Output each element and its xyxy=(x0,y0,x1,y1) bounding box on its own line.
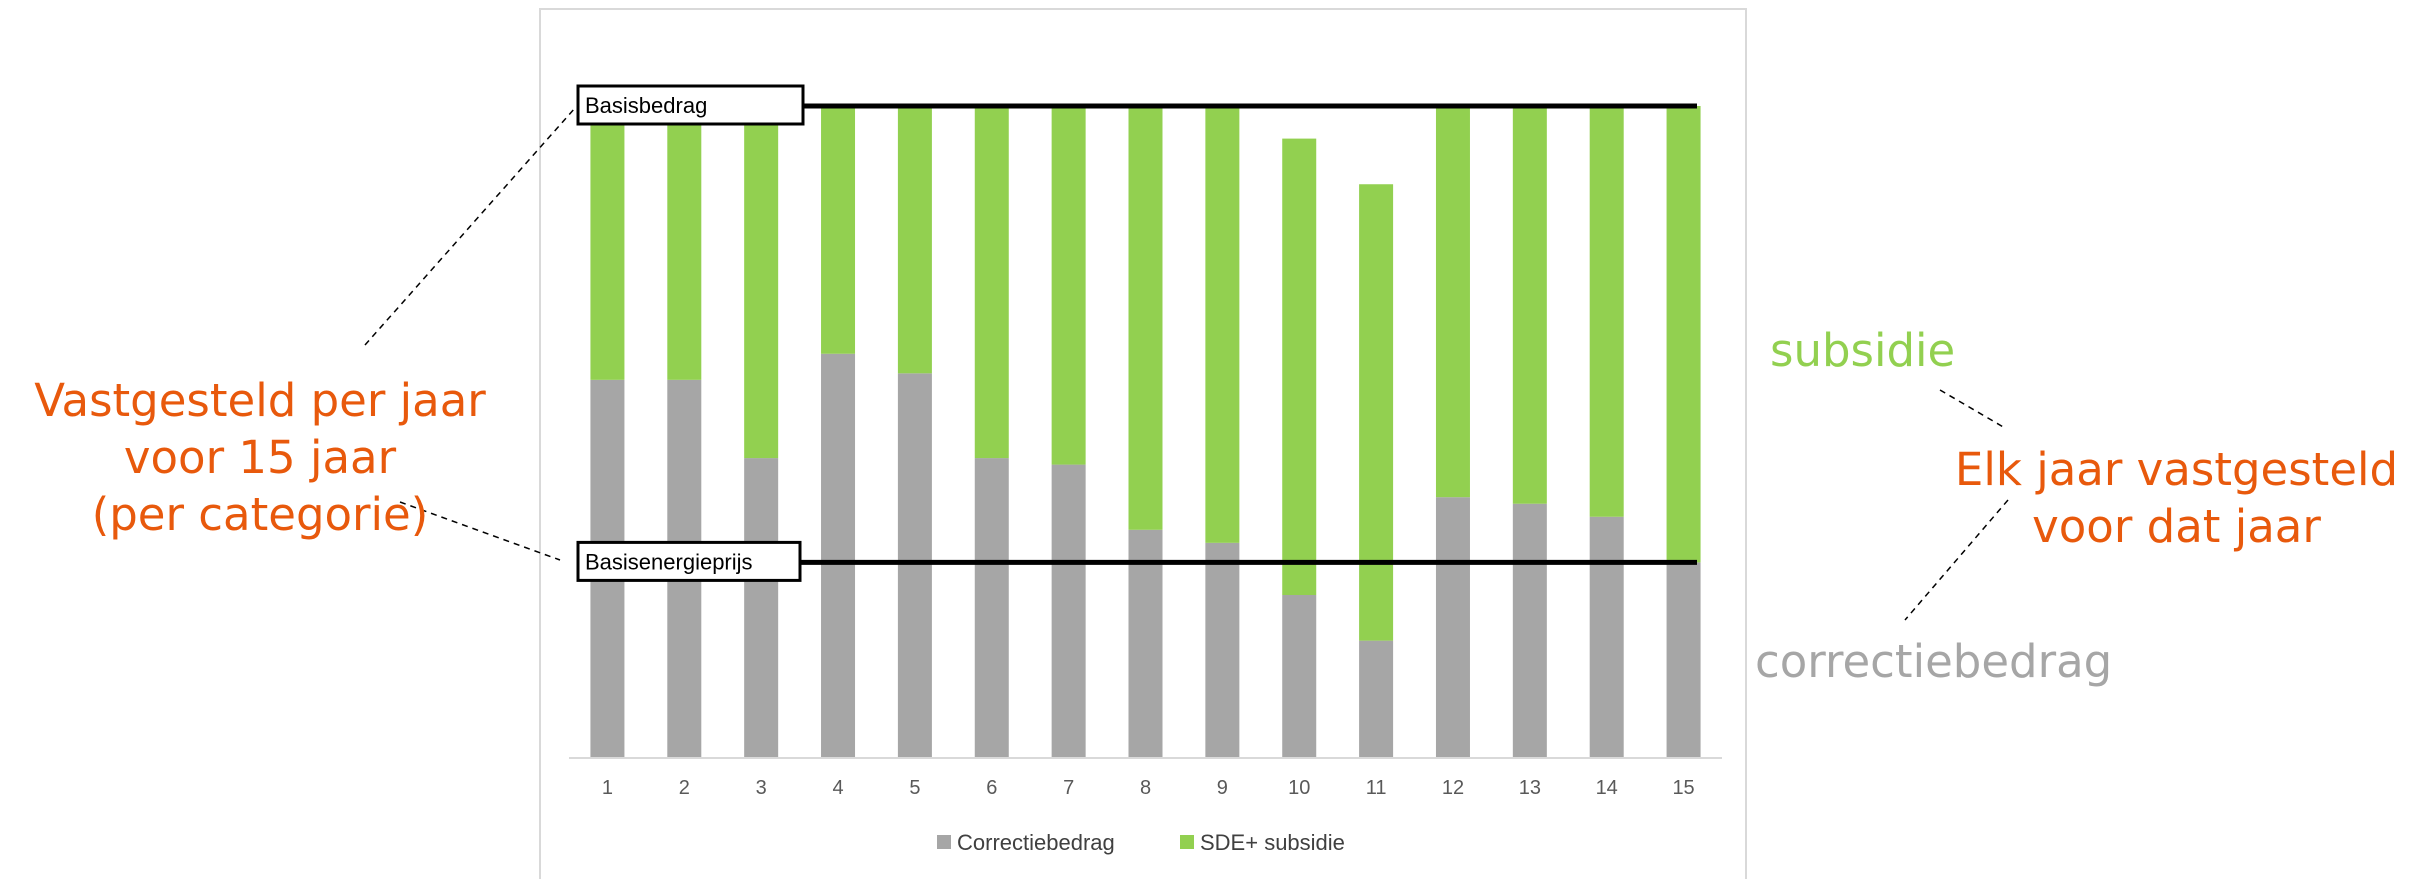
x-tick-label: 6 xyxy=(986,777,997,799)
annotation-correctiebedrag: correctiebedrag xyxy=(1755,635,2113,688)
legend-swatch-correctiebedrag xyxy=(937,835,951,849)
annotation-subsidie: subsidie xyxy=(1770,324,1956,377)
bar-subsidie-9 xyxy=(1205,106,1240,543)
x-tick-label: 2 xyxy=(679,777,690,799)
connector-correctiebedrag xyxy=(1904,499,2009,621)
bar-subsidie-8 xyxy=(1128,106,1163,530)
bar-subsidie-5 xyxy=(897,106,932,374)
bar-subsidie-11 xyxy=(1359,184,1394,641)
bar-subsidie-10 xyxy=(1282,138,1317,595)
reference-lines: Basisbedrag Basisenergieprijs xyxy=(576,84,1697,582)
basisbedrag-label: Basisbedrag xyxy=(585,93,707,118)
bar-correctiebedrag-11 xyxy=(1359,640,1394,758)
basisenergieprijs-label: Basisenergieprijs xyxy=(585,549,753,574)
connector-subsidie xyxy=(1939,389,2006,429)
bar-correctiebedrag-5 xyxy=(897,373,932,758)
bar-subsidie-14 xyxy=(1589,106,1624,517)
bar-correctiebedrag-9 xyxy=(1205,542,1240,758)
connector-basisbedrag xyxy=(364,107,576,346)
x-tick-label: 10 xyxy=(1288,777,1310,799)
legend: Correctiebedrag SDE+ subsidie xyxy=(937,830,1345,855)
basisenergieprijs-label-box xyxy=(576,540,802,582)
bar-subsidie-13 xyxy=(1512,106,1547,504)
bar-correctiebedrag-6 xyxy=(974,458,1009,758)
legend-label-correctiebedrag: Correctiebedrag xyxy=(957,830,1115,855)
bar-correctiebedrag-3 xyxy=(744,458,779,758)
x-tick-label: 4 xyxy=(832,777,843,799)
bar-correctiebedrag-4 xyxy=(821,353,856,758)
bar-correctiebedrag-10 xyxy=(1282,595,1317,758)
bars-group xyxy=(590,106,1701,758)
bar-subsidie-6 xyxy=(974,106,1009,459)
bar-subsidie-12 xyxy=(1435,106,1470,498)
annotation-yearly: Elk jaar vastgesteld voor dat jaar xyxy=(1935,441,2418,555)
x-tick-label: 5 xyxy=(909,777,920,799)
legend-label-subsidie: SDE+ subsidie xyxy=(1200,830,1345,855)
x-tick-label: 11 xyxy=(1366,777,1387,799)
x-tick-label: 15 xyxy=(1672,777,1694,799)
x-tick-label: 1 xyxy=(602,777,613,799)
x-tick-label: 3 xyxy=(756,777,767,799)
annotation-line: Vastgesteld per jaar xyxy=(34,374,486,427)
annotation-line: (per categorie) xyxy=(91,488,429,541)
bar-correctiebedrag-7 xyxy=(1051,464,1086,758)
x-tick-labels: 1 2 3 4 5 6 7 8 9 10 11 12 13 14 15 xyxy=(602,777,1695,799)
bar-subsidie-15 xyxy=(1666,106,1701,563)
annotation-line: voor 15 jaar xyxy=(123,431,397,484)
bar-correctiebedrag-8 xyxy=(1128,529,1163,758)
bar-subsidie-2 xyxy=(667,106,702,380)
bar-subsidie-4 xyxy=(821,106,856,354)
annotation-line: voor dat jaar xyxy=(2032,500,2321,553)
bar-correctiebedrag-15 xyxy=(1666,562,1701,758)
bar-subsidie-7 xyxy=(1051,106,1086,465)
annotation-fixed-15-years: Vastgesteld per jaar voor 15 jaar (per c… xyxy=(0,372,520,543)
bar-correctiebedrag-14 xyxy=(1589,516,1624,758)
bar-subsidie-1 xyxy=(590,106,625,380)
legend-swatch-subsidie xyxy=(1180,835,1194,849)
bar-correctiebedrag-12 xyxy=(1435,497,1470,758)
bar-subsidie-3 xyxy=(744,106,779,459)
bar-correctiebedrag-13 xyxy=(1512,503,1547,758)
basisbedrag-label-box xyxy=(576,84,805,126)
x-tick-label: 7 xyxy=(1063,777,1074,799)
x-tick-label: 8 xyxy=(1140,777,1151,799)
annotation-line: Elk jaar vastgesteld xyxy=(1954,443,2399,496)
x-tick-label: 12 xyxy=(1442,777,1464,799)
x-tick-label: 14 xyxy=(1596,777,1618,799)
x-tick-label: 13 xyxy=(1519,777,1541,799)
annotation-connectors xyxy=(364,107,2009,621)
x-tick-label: 9 xyxy=(1217,777,1228,799)
